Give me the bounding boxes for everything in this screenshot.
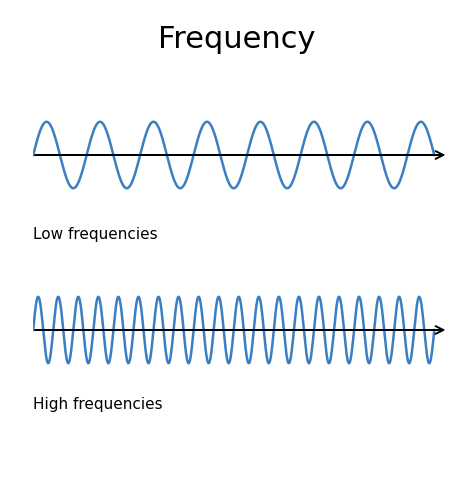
- Text: High frequencies: High frequencies: [33, 398, 163, 412]
- Text: Low frequencies: Low frequencies: [33, 228, 158, 242]
- Text: Frequency: Frequency: [158, 25, 316, 54]
